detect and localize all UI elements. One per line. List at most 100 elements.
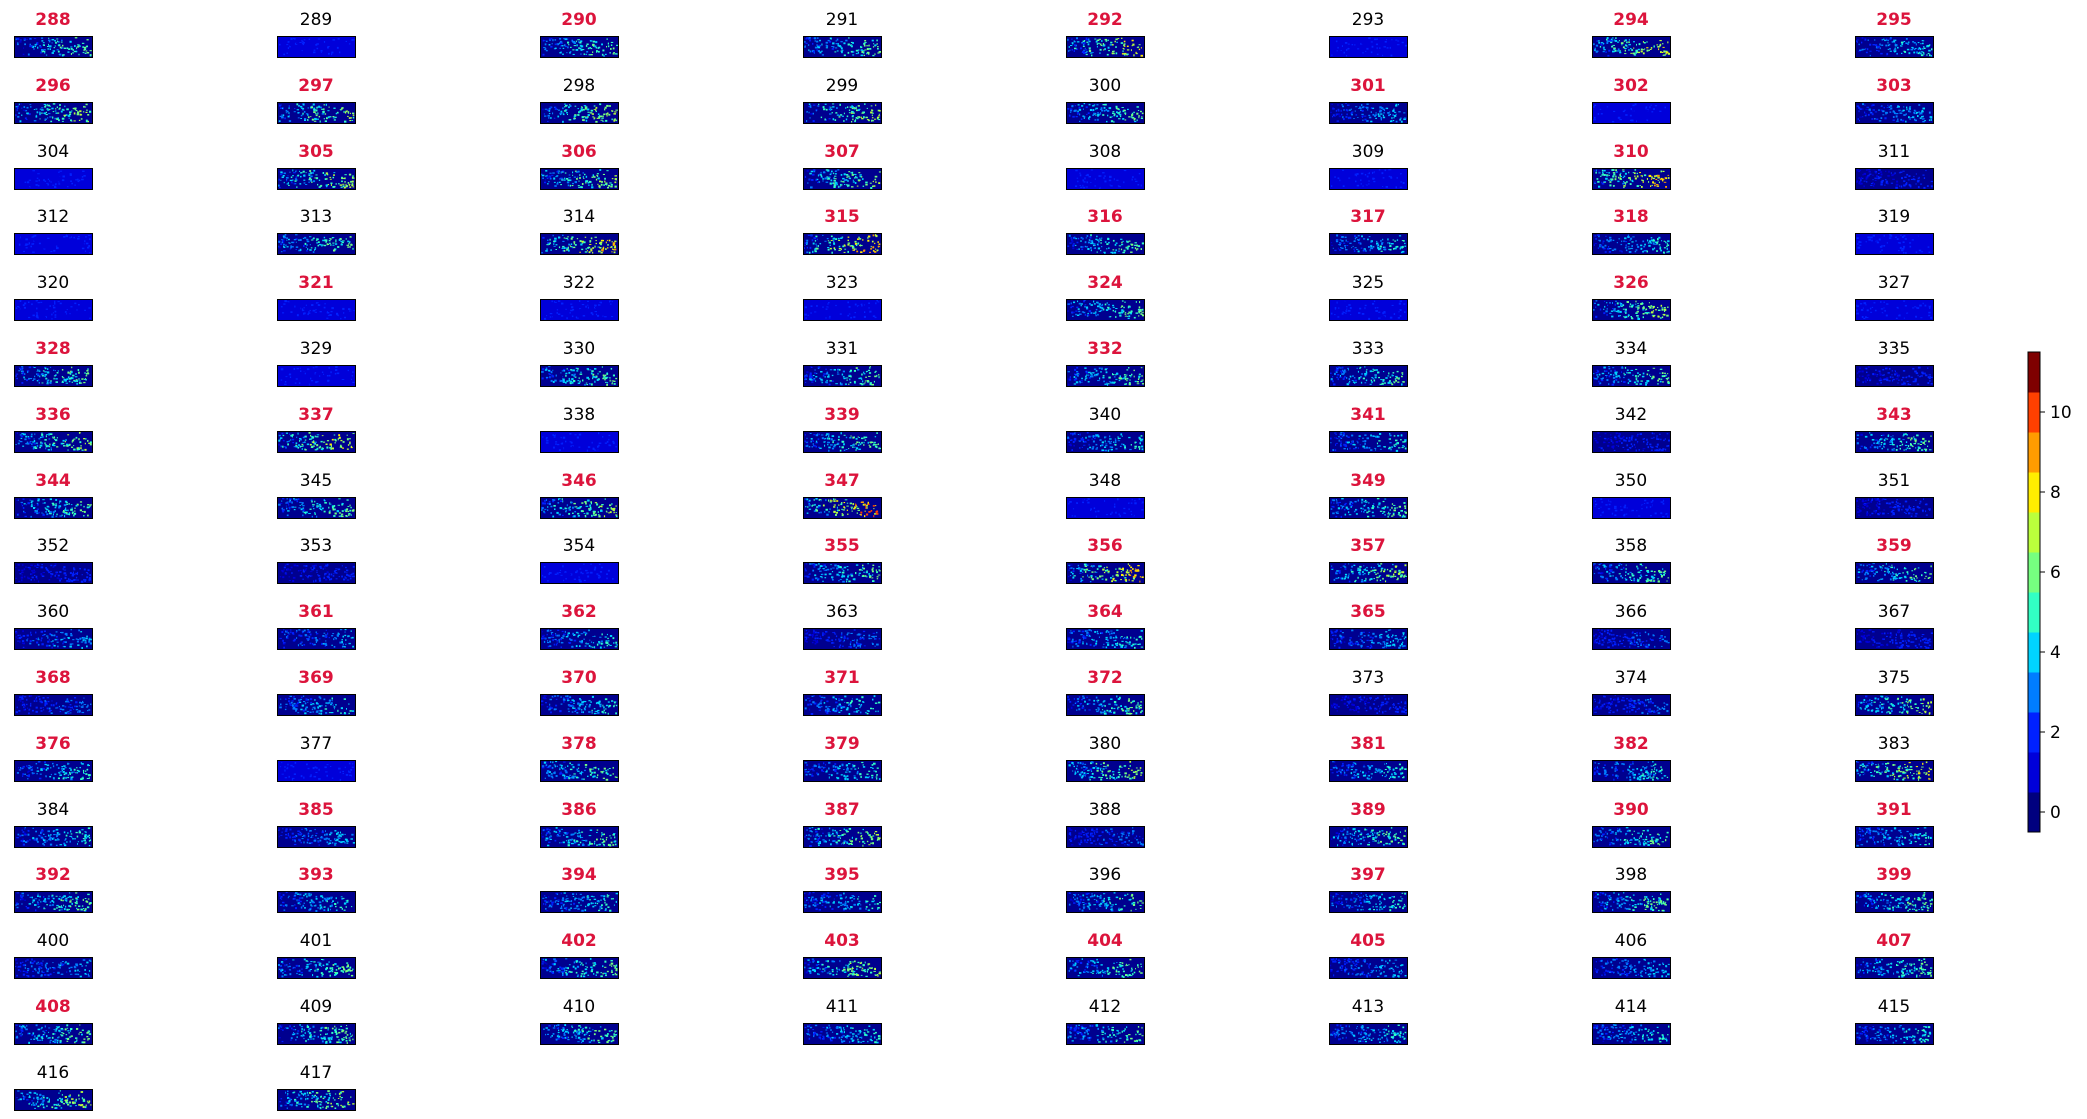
heatmap-cell [1124,313,1127,315]
heatmap-cell [584,173,586,175]
heatmap-cell [1598,42,1601,44]
heatmap-cell [334,116,337,118]
heatmap-cell [1086,113,1088,115]
heatmap-cell [1395,174,1398,176]
heatmap-cell [56,106,58,108]
heatmap-cell [29,45,32,48]
heatmap-cell [1357,42,1360,45]
heatmap-cell [330,183,332,186]
heatmap-cell [1375,117,1377,119]
heatmap-cell [337,38,340,40]
heatmap-cell [34,45,36,48]
heatmap-cell [1125,312,1127,314]
heatmap-cell [1865,113,1867,116]
heatmap-cell [309,249,312,252]
heatmap-cell [595,120,598,123]
heatmap-cell [349,39,351,42]
heatmap-cell [859,244,861,247]
heatmap-cell [1094,311,1097,314]
heatmap-cell [1661,178,1664,181]
heatmap-cell [872,250,875,253]
heatmap-cell [1397,309,1400,312]
heatmap-cell [602,312,603,314]
heatmap-cell [31,183,34,185]
heatmap-cell [1901,249,1904,252]
heatmap-cell [867,240,870,243]
heatmap-cell [846,115,849,117]
panel-title: 306 [561,141,597,162]
heatmap-cell [18,243,21,247]
heatmap-cell [1902,109,1905,111]
heatmap-cell [286,176,289,179]
heatmap-cell [1360,182,1362,185]
heatmap-cell [340,107,343,110]
heatmap-cell [1375,112,1377,114]
heatmap-cell [1919,117,1922,119]
panel-title: 309 [1351,141,1385,162]
heatmap-cell [1632,236,1635,238]
heatmap-cell [1339,244,1341,246]
heatmap-cell [307,114,309,116]
heatmap-cell [1898,109,1901,112]
heatmap-cell [305,112,309,115]
heatmap-cell [38,111,41,113]
heatmap-cell [1344,178,1347,180]
heatmap-cell [1650,47,1653,49]
heatmap-cell [805,38,808,40]
heatmap-cell [870,111,873,114]
heatmap-cell [1644,309,1647,311]
heatmap-cell [1371,245,1373,248]
heatmap-cell [1078,248,1080,251]
heatmap-cell [841,236,844,238]
heatmap-cell [855,118,857,121]
heatmap-cell [1924,304,1927,307]
heatmap-cell [1924,119,1926,121]
heatmap-cell [1601,246,1603,249]
panel-heatmap-image [15,168,92,189]
heatmap-cell [59,173,62,176]
heatmap-cell [33,378,36,380]
heatmap-cell [1646,109,1649,112]
heatmap-cell [553,181,556,183]
heatmap-cell [1092,104,1095,107]
panel-325: 325 [1328,273,1408,329]
heatmap-cell [1903,235,1906,238]
heatmap-cell [609,52,611,54]
heatmap-cell [562,378,565,380]
heatmap-cell [56,372,59,374]
heatmap-cell [1083,115,1086,118]
heatmap-cell [854,181,857,184]
heatmap-cell [1886,111,1888,114]
heatmap-cell [592,247,595,250]
heatmap-cell [1098,183,1101,186]
heatmap-cell [1904,306,1907,309]
panel-327: 327 [1854,273,1934,329]
heatmap-cell [607,186,609,188]
heatmap-cell [551,300,553,303]
heatmap-cell [43,375,46,377]
heatmap-cell [1125,182,1127,185]
heatmap-cell [593,108,595,110]
heatmap-cell [1102,171,1105,173]
heatmap-cell [1122,310,1125,313]
heatmap-cell [824,176,827,179]
heatmap-cell [348,246,351,248]
heatmap-cell [26,180,30,183]
heatmap-cell [1342,172,1345,174]
heatmap-cell [1900,234,1902,237]
heatmap-cell [1888,237,1892,240]
heatmap-cell [840,113,843,116]
heatmap-cell [37,369,39,371]
heatmap-cell [847,308,850,310]
heatmap-cell [570,46,572,48]
heatmap-cell [872,315,876,318]
heatmap-cell [1099,186,1101,189]
heatmap-cell [1067,303,1070,305]
heatmap-cell [1609,248,1612,250]
heatmap-cell [571,247,574,249]
heatmap-cell [1345,310,1348,313]
heatmap-cell [1356,315,1359,317]
heatmap-cell [1385,107,1387,109]
heatmap-cell [1899,171,1903,173]
heatmap-cell [87,245,90,248]
